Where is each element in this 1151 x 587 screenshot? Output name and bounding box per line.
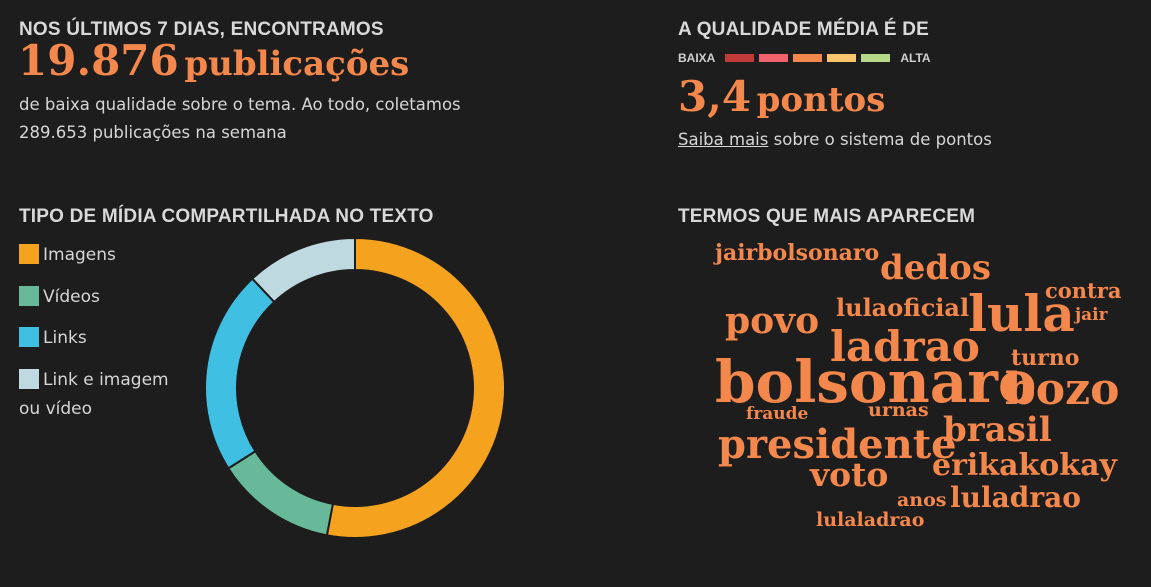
learn-more-suffix: sobre o sistema de pontos (773, 130, 992, 149)
cloud-word: lulaoficial (836, 293, 969, 322)
legend-item: Imagens (19, 239, 199, 281)
cloud-word: bozo (1005, 364, 1119, 415)
quality-score: 3,4 pontos (678, 72, 885, 121)
media-legend: Imagens Vídeos Links Link e imagem ou vídeo (19, 239, 199, 419)
quality-header: A QUALIDADE MÉDIA É DE (678, 19, 930, 40)
scale-segment-5 (861, 54, 891, 62)
legend-swatch (19, 285, 39, 306)
donut-slice (250, 236, 356, 304)
legend-label: Imagens (43, 245, 116, 265)
quality-scale: BAIXA ALTA (678, 51, 931, 65)
cloud-word: fraude (746, 404, 809, 424)
cloud-word: lulaladrao (816, 509, 924, 531)
cloud-word: lula (968, 284, 1075, 343)
cloud-word: jair (1073, 305, 1109, 325)
donut-slice (226, 449, 335, 537)
media-header: TIPO DE MÍDIA COMPARTILHADA NO TEXTO (19, 206, 434, 227)
scale-segment-3 (793, 54, 823, 62)
cloud-word: anos (897, 489, 947, 511)
cloud-word: dedos (880, 248, 991, 288)
cloud-word: jairbolsonaro (713, 240, 879, 266)
cloud-word: voto (809, 455, 888, 494)
scale-segment-1 (725, 54, 755, 62)
summary-header: NOS ÚLTIMOS 7 DIAS, ENCONTRAMOS (19, 19, 384, 40)
summary-description: de baixa qualidade sobre o tema. Ao todo… (19, 91, 461, 147)
cloud-word: contra (1045, 278, 1122, 303)
legend-swatch (19, 368, 39, 389)
cloud-word: luladrao (950, 481, 1081, 514)
count-unit: publicações (184, 44, 410, 84)
score-unit: pontos (756, 80, 886, 120)
scale-low-label: BAIXA (678, 51, 716, 65)
legend-label: Vídeos (43, 286, 100, 307)
learn-more-link[interactable]: Saiba mais (678, 130, 769, 149)
score-value: 3,4 (678, 72, 752, 121)
quality-note: Saiba mais sobre o sistema de pontos (678, 126, 992, 154)
legend-item: Vídeos (19, 281, 199, 323)
cloud-word: povo (725, 300, 819, 342)
cloud-word: presidente (718, 421, 957, 468)
terms-header: TERMOS QUE MAIS APARECEM (678, 206, 976, 227)
media-donut-chart (204, 236, 506, 539)
donut-slice (325, 236, 506, 539)
legend-swatch (19, 327, 39, 347)
count-value: 19.876 (18, 36, 179, 85)
cloud-word: ladrao (830, 322, 980, 371)
cloud-word: urnas (868, 399, 929, 421)
legend-label: Links (43, 328, 87, 348)
legend-label: Link e imagem ou vídeo (19, 369, 169, 419)
description-line-1: de baixa qualidade sobre o tema. Ao todo… (19, 95, 461, 114)
scale-segment-2 (759, 54, 789, 62)
legend-item: Link e imagem ou vídeo (19, 364, 199, 419)
cloud-word: erikakokay (932, 448, 1119, 483)
scale-high-label: ALTA (900, 51, 931, 65)
scale-segment-4 (827, 54, 857, 62)
cloud-word: turno (1011, 345, 1079, 371)
legend-item: Links (19, 322, 199, 364)
description-line-2: 289.653 publicações na semana (19, 123, 287, 142)
cloud-word: bolsonaro (715, 348, 1037, 416)
donut-slice (204, 277, 276, 470)
cloud-word: brasil (943, 410, 1052, 450)
publication-count: 19.876 publicações (18, 36, 409, 85)
legend-swatch (19, 244, 39, 264)
